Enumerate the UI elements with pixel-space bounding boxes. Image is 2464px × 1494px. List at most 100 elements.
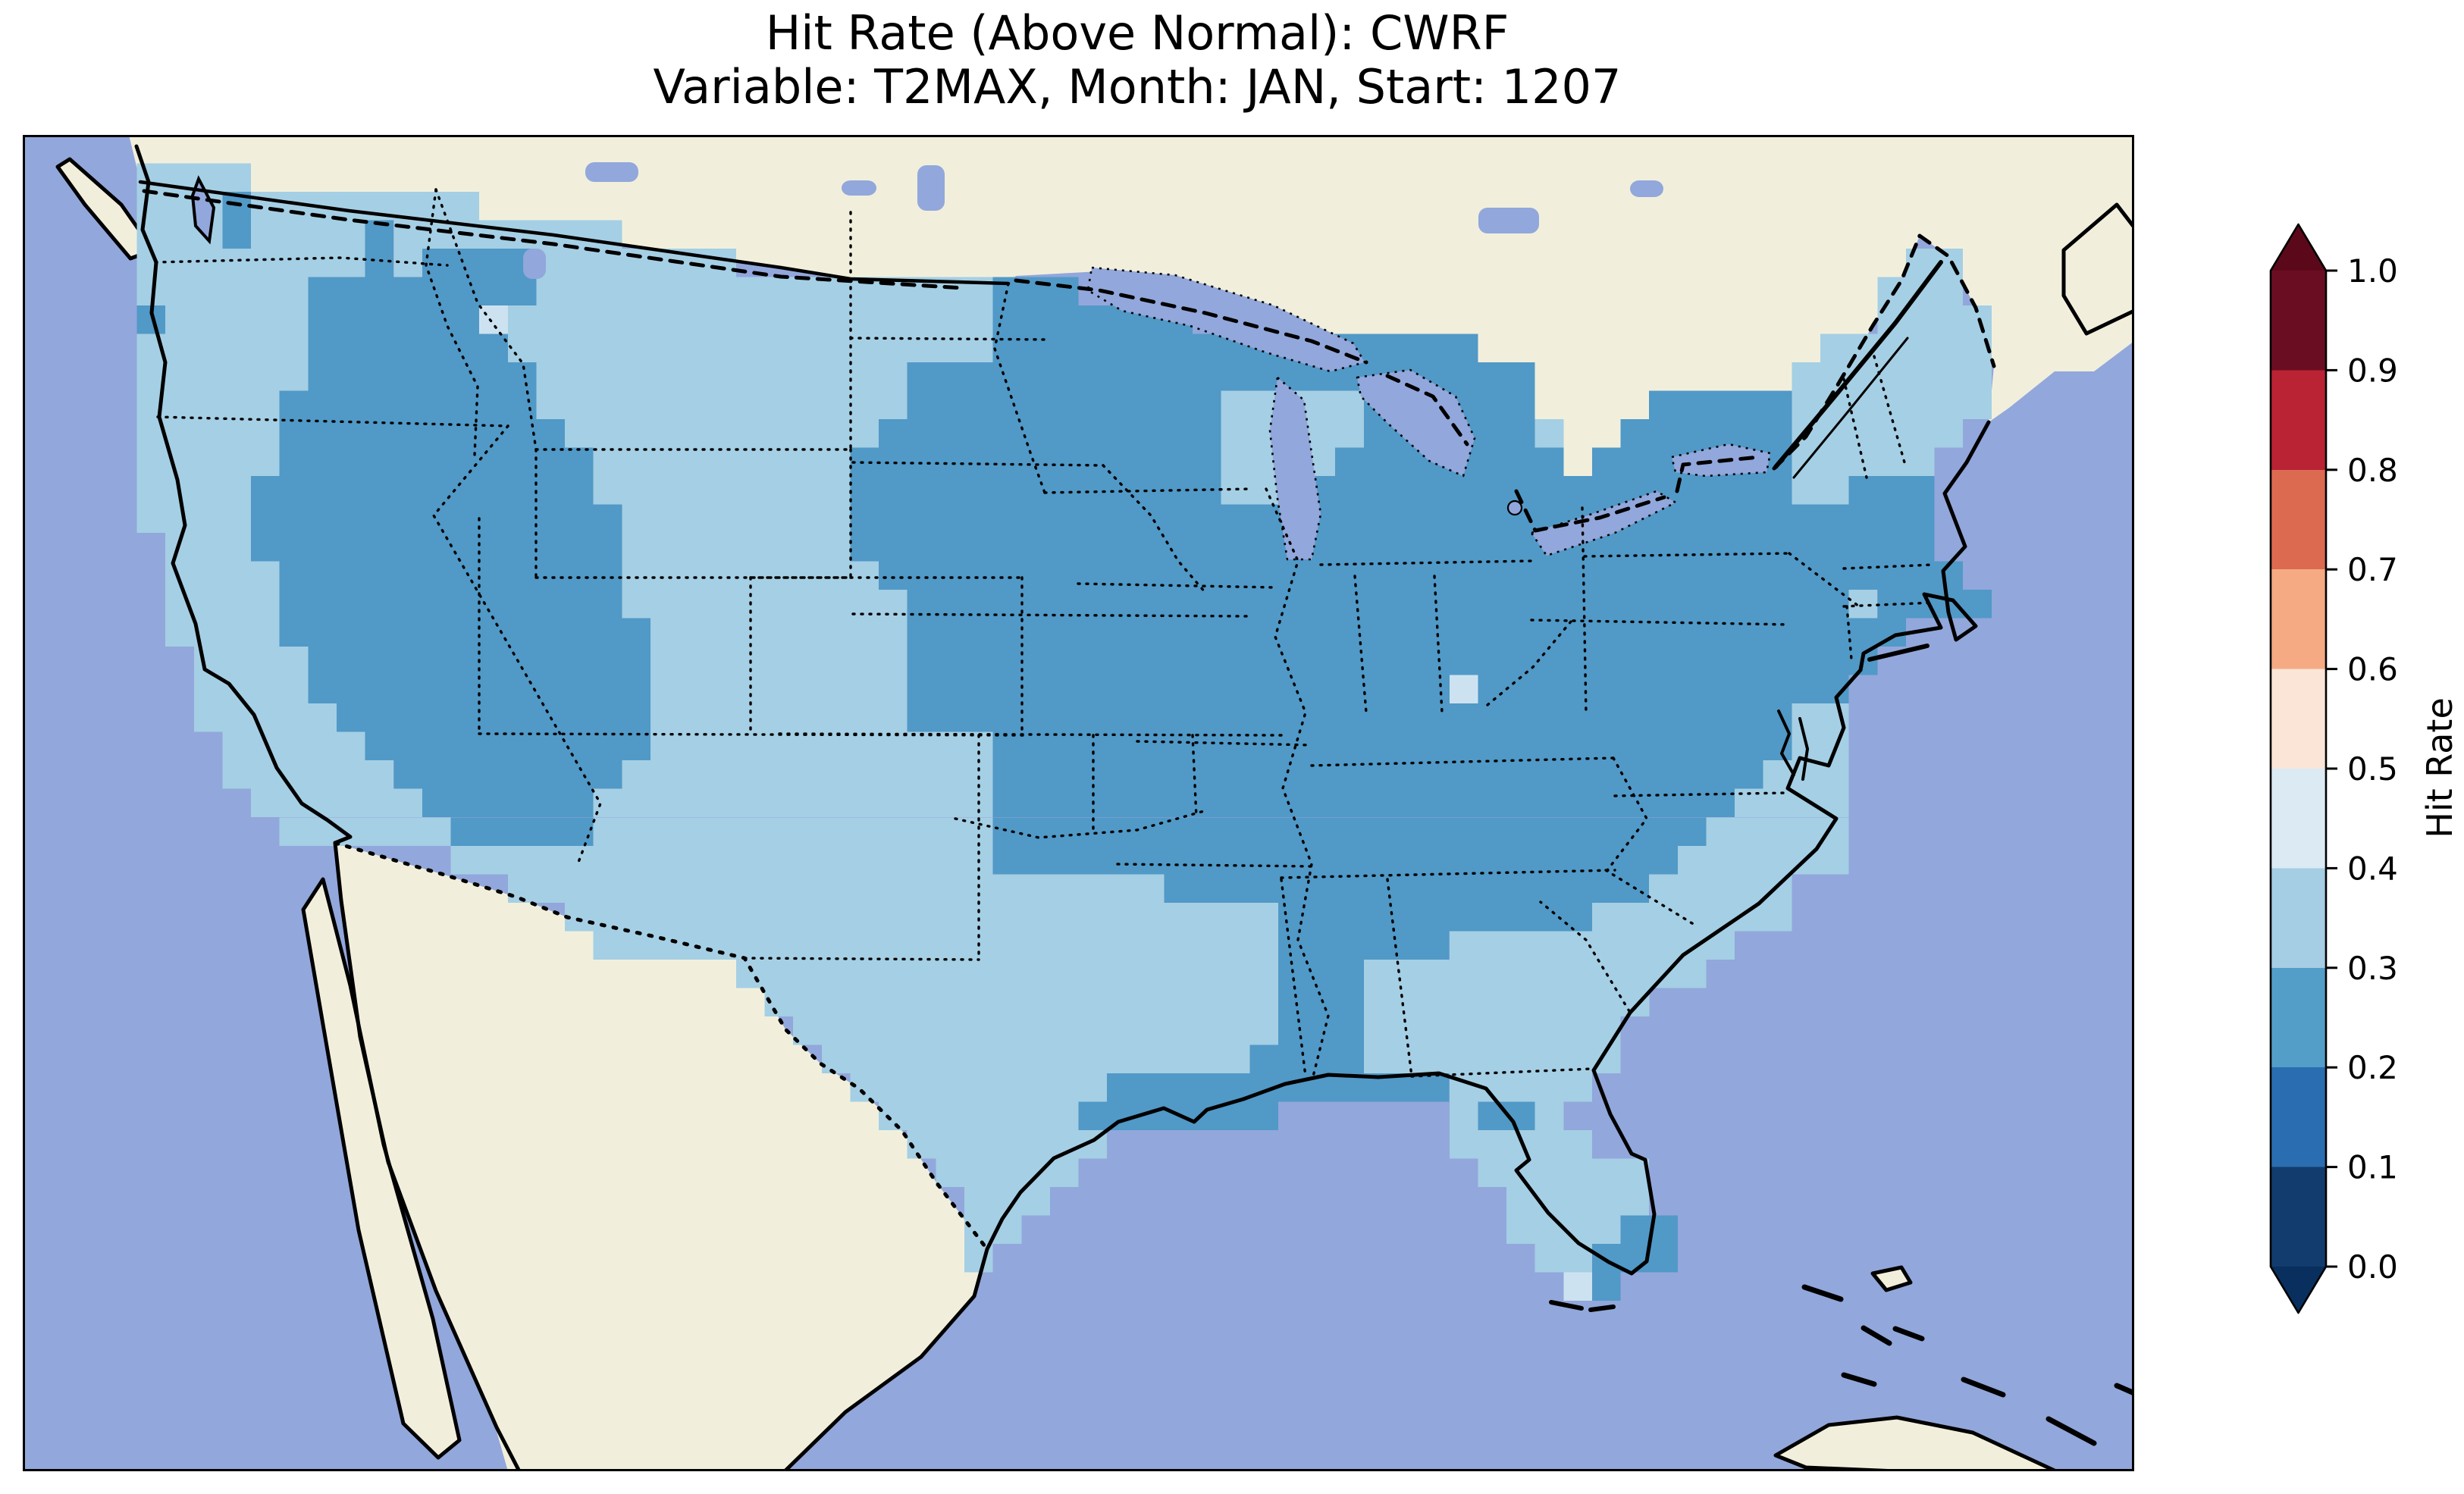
grid-cells — [1277, 988, 1364, 1016]
grid-cells — [479, 305, 508, 334]
grid-cells — [308, 277, 537, 306]
grid-cells — [1591, 902, 1792, 932]
grid-cells — [907, 675, 1450, 704]
grid-cells — [1506, 1186, 1650, 1216]
state-border-line — [1873, 355, 1906, 464]
grid-cells — [1164, 874, 1650, 903]
grid-cells — [279, 419, 566, 448]
grid-cells — [1277, 931, 1450, 960]
state-border-line — [1410, 1067, 1594, 1078]
colorbar-segment — [2271, 1067, 2326, 1167]
grid-cells — [136, 249, 365, 277]
grid-cells — [393, 760, 622, 789]
colorbar-tick-label: 0.6 — [2347, 651, 2398, 688]
grid-cells — [907, 703, 1792, 732]
grid-cells — [365, 249, 394, 277]
grid-cells — [879, 1101, 1079, 1130]
map-plot — [23, 135, 2134, 1471]
colorbar-segment — [2271, 271, 2326, 371]
grid-cells — [136, 163, 251, 192]
grid-cells — [507, 305, 993, 334]
state-border-line — [993, 282, 1046, 494]
grid-cells — [136, 419, 280, 448]
state-border-line — [1788, 552, 1861, 608]
state-border-line — [1583, 552, 1791, 558]
grid-cells — [1649, 874, 1792, 903]
colorbar-tick-label: 0.1 — [2347, 1149, 2398, 1186]
state-border-line — [851, 461, 1105, 467]
grid-cells — [337, 703, 650, 732]
grid-cells — [251, 192, 480, 221]
grid-cells — [279, 447, 594, 477]
grid-cells — [536, 249, 736, 277]
state-border-line — [478, 732, 1025, 737]
colorbar-segment — [2271, 967, 2326, 1068]
grid-cells — [308, 362, 537, 391]
grid-cells — [1363, 988, 1650, 1016]
nova-scotia — [2061, 202, 2134, 336]
grid-cells — [1848, 476, 1935, 505]
grid-cells — [879, 419, 1221, 448]
grid-cells — [1677, 845, 1849, 875]
grid-cells — [1563, 1272, 1592, 1301]
grid-cells — [764, 988, 1278, 1016]
grid-cells — [907, 390, 1221, 420]
grid-cells — [1706, 817, 1849, 846]
state-border-line — [1353, 575, 1368, 714]
grid-cells — [308, 675, 650, 704]
grid-cells — [793, 1016, 1278, 1045]
colorbar-segment — [2271, 669, 2326, 769]
mexico-land — [335, 843, 987, 1471]
grid-cells — [735, 959, 1278, 988]
grid-cells — [992, 788, 1735, 818]
grid-cells — [1249, 1045, 1364, 1073]
state-border-line — [1581, 506, 1588, 714]
state-border-line — [432, 424, 602, 866]
plot-subtitle: Variable: T2MAX, Month: JAN, Start: 1207 — [653, 59, 1622, 115]
grid-cells — [622, 533, 851, 562]
state-border-line — [1842, 563, 1935, 570]
grid-cells — [650, 731, 993, 761]
colorbar-tick-label: 0.0 — [2347, 1248, 2398, 1286]
grid-cells — [1735, 788, 1849, 818]
grid-cells — [821, 1045, 1250, 1073]
grid-cells — [1649, 390, 1792, 420]
florida-keys — [1549, 1300, 1616, 1312]
grid-cells — [1535, 419, 1564, 448]
grid-cells — [850, 533, 1935, 562]
state-border-line — [1310, 756, 1615, 767]
state-border-line — [156, 415, 509, 428]
colorbar-arrow-over — [2271, 224, 2326, 271]
grid-cells — [279, 390, 537, 420]
grid-cells — [422, 249, 537, 277]
state-border-line — [1530, 619, 1791, 626]
grid-cells — [251, 533, 622, 562]
grid-cells — [907, 647, 1878, 675]
map-frame — [23, 135, 2134, 1471]
grid-cells — [907, 618, 1906, 647]
grid-cells — [907, 590, 1849, 619]
grid-cells — [1792, 419, 1964, 448]
grid-cells — [1277, 902, 1592, 932]
state-borders — [154, 188, 1935, 1078]
lake-huron — [1356, 368, 1476, 478]
colorbar-segment — [2271, 1167, 2326, 1267]
grid-cells — [1792, 476, 1849, 505]
grid-cells — [136, 504, 251, 534]
canada-lake — [1478, 208, 1539, 233]
antilles-islets — [1892, 1326, 2134, 1446]
state-border-line — [1386, 878, 1413, 1078]
grid-cells — [193, 703, 337, 732]
grid-cells — [507, 874, 1165, 903]
state-border-line — [1845, 605, 1853, 661]
colorbar-segment — [2271, 569, 2326, 669]
grid-cells — [1363, 959, 1707, 988]
state-border-line — [954, 810, 1205, 839]
colorbar-segment — [2271, 769, 2326, 869]
state-border-line — [1319, 559, 1533, 566]
grid-cells — [308, 334, 508, 363]
grid-cells — [507, 334, 993, 363]
grid-cells — [622, 504, 851, 534]
state-border-line — [1606, 756, 1648, 872]
grid-cells — [879, 561, 1964, 590]
